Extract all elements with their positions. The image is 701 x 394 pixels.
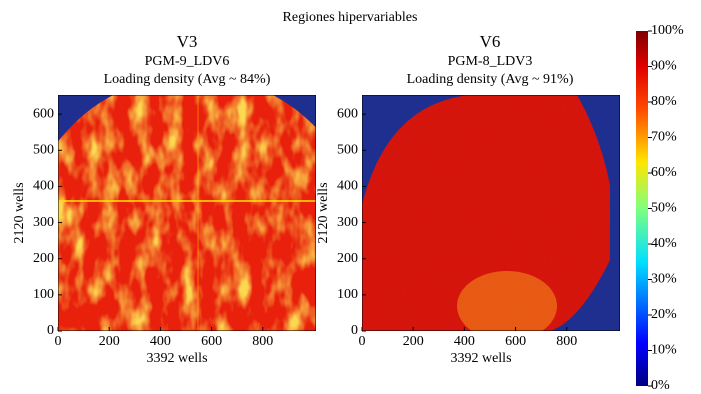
y-axis-label: 2120 wells bbox=[316, 182, 331, 243]
texture bbox=[362, 95, 610, 331]
texture bbox=[58, 95, 316, 331]
x-axis-label: 3392 wells bbox=[146, 351, 207, 366]
y-tick-label: 0 bbox=[351, 323, 358, 338]
x-tick-label: 800 bbox=[556, 334, 577, 349]
colorbar-tick-label: 0% bbox=[651, 378, 670, 393]
y-tick-label: 600 bbox=[337, 106, 358, 121]
y-tick-label: 400 bbox=[337, 179, 358, 194]
x-tick-label: 400 bbox=[454, 334, 475, 349]
y-tick-label: 500 bbox=[33, 143, 54, 158]
panel-caption: Loading density (Avg ~ 91%) bbox=[407, 72, 574, 87]
x-tick-label: 600 bbox=[505, 334, 526, 349]
y-tick-label: 100 bbox=[337, 287, 358, 302]
colorbar bbox=[636, 31, 648, 386]
colorbar-tick-label: 50% bbox=[651, 201, 677, 216]
panel-title: V6 bbox=[480, 32, 501, 51]
colorbar-tick-label: 70% bbox=[651, 130, 677, 145]
colorbar-tick-label: 10% bbox=[651, 343, 677, 358]
y-tick-label: 500 bbox=[337, 143, 358, 158]
colorbar-tick-label: 90% bbox=[651, 59, 677, 74]
y-tick-label: 200 bbox=[33, 251, 54, 266]
heatmap bbox=[362, 95, 620, 331]
y-tick-label: 0 bbox=[47, 323, 54, 338]
panel-subtitle: PGM-9_LDV6 bbox=[145, 54, 230, 69]
colorbar-tick-label: 60% bbox=[651, 165, 677, 180]
artifact bbox=[457, 271, 557, 331]
disc-area bbox=[58, 95, 316, 331]
y-tick-label: 100 bbox=[33, 287, 54, 302]
panel-caption: Loading density (Avg ~ 84%) bbox=[104, 72, 271, 87]
panel-title: V3 bbox=[177, 32, 198, 51]
colorbar-ticks: 0% 10% 20% 30% 40% 50% 60% 70% 80% 90% 100% bbox=[648, 23, 684, 393]
disc-area bbox=[362, 95, 610, 331]
panel: V3 PGM-9_LDV6 Loading density (Avg ~ 84%) 0… bbox=[12, 32, 316, 366]
panels: V3 PGM-9_LDV6 Loading density (Avg ~ 84%) 0… bbox=[12, 32, 620, 366]
x-tick-label: 800 bbox=[252, 334, 273, 349]
x-tick-label: 0 bbox=[359, 334, 366, 349]
colorbar-tick-label: 20% bbox=[651, 307, 677, 322]
panel-subtitle: PGM-8_LDV3 bbox=[448, 54, 533, 69]
suptitle: Regiones hipervariables bbox=[283, 10, 418, 25]
y-tick-label: 400 bbox=[33, 179, 54, 194]
colorbar-tick-label: 100% bbox=[651, 23, 684, 38]
heatmap bbox=[58, 95, 316, 331]
y-tick-label: 300 bbox=[33, 215, 54, 230]
panel: V6 PGM-8_LDV3 Loading density (Avg ~ 91%) 0… bbox=[316, 32, 620, 366]
x-axis-label: 3392 wells bbox=[450, 351, 511, 366]
y-tick-label: 300 bbox=[337, 215, 358, 230]
colorbar-tick-label: 30% bbox=[651, 272, 677, 287]
y-tick-label: 200 bbox=[337, 251, 358, 266]
x-tick-label: 200 bbox=[99, 334, 120, 349]
x-tick-label: 600 bbox=[201, 334, 222, 349]
y-axis-label: 2120 wells bbox=[12, 182, 27, 243]
x-tick-label: 200 bbox=[403, 334, 424, 349]
colorbar-tick-label: 40% bbox=[651, 236, 677, 251]
colorbar-tick-label: 80% bbox=[651, 94, 677, 109]
x-tick-label: 0 bbox=[55, 334, 62, 349]
x-tick-label: 400 bbox=[150, 334, 171, 349]
y-tick-label: 600 bbox=[33, 106, 54, 121]
